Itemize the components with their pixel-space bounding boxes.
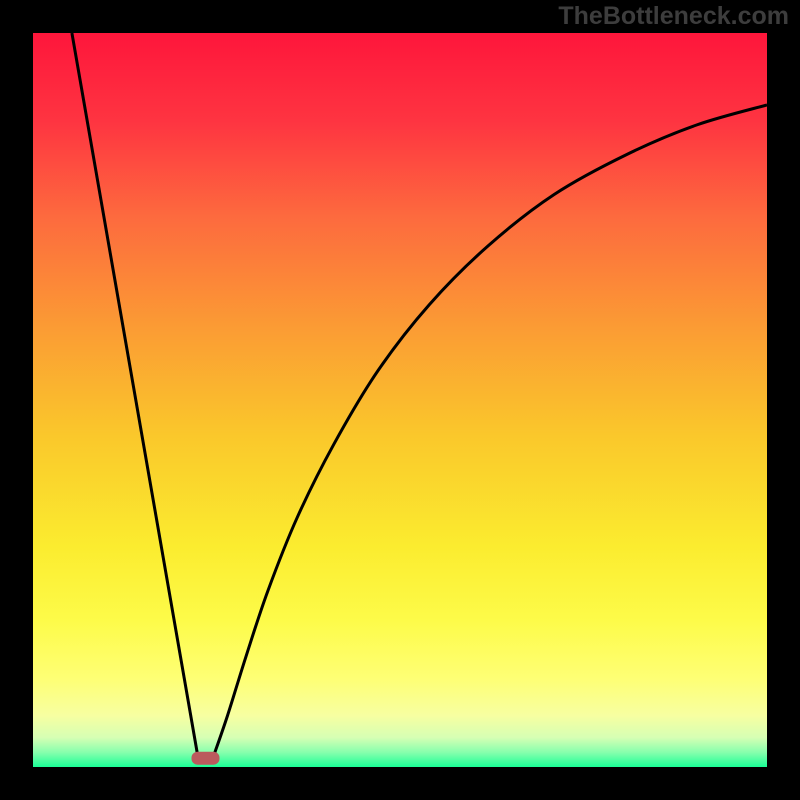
curve-svg — [33, 33, 767, 767]
curve-left-branch — [72, 33, 198, 758]
curve-right-branch — [213, 105, 767, 758]
minimum-marker — [191, 752, 219, 765]
plot-area — [33, 33, 767, 767]
watermark-text: TheBottleneck.com — [558, 2, 789, 31]
